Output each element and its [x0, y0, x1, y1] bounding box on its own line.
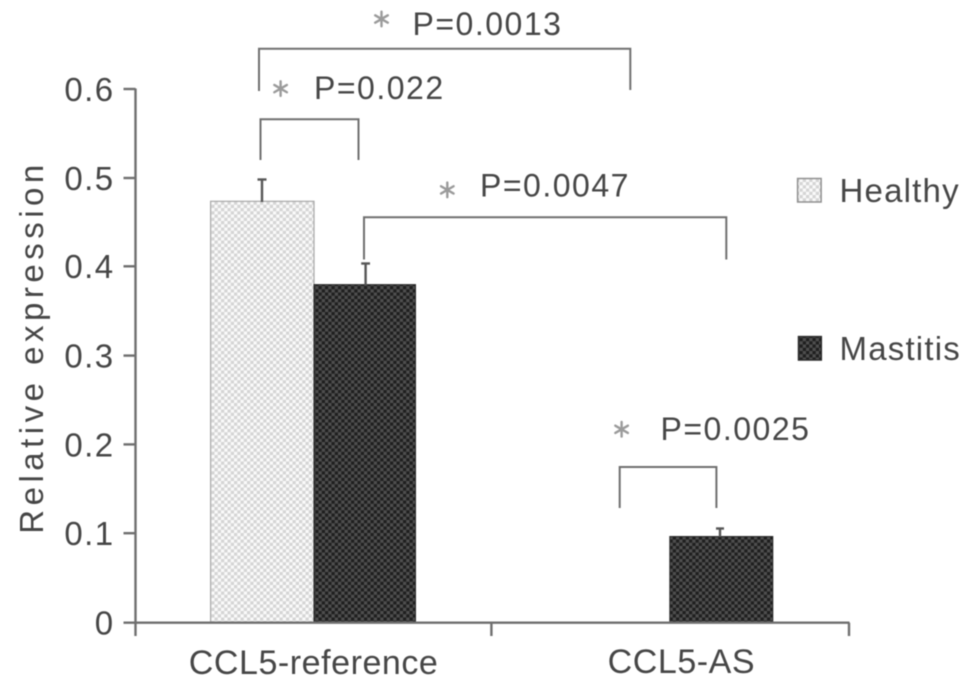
svg-text:Healthy: Healthy	[840, 172, 960, 209]
svg-text:CCL5-reference: CCL5-reference	[189, 644, 439, 682]
svg-text:0.3: 0.3	[64, 338, 114, 375]
svg-text:Relative expression: Relative expression	[13, 160, 50, 533]
svg-text:P=0.0025: P=0.0025	[661, 411, 811, 447]
svg-text:P=0.022: P=0.022	[314, 70, 445, 106]
svg-text:0.6: 0.6	[64, 71, 114, 108]
svg-text:0: 0	[95, 605, 115, 642]
svg-text:Mastitis: Mastitis	[840, 330, 961, 367]
svg-text:0.4: 0.4	[64, 248, 114, 285]
svg-text:CCL5-AS: CCL5-AS	[608, 643, 755, 681]
svg-text:0.1: 0.1	[64, 515, 114, 552]
svg-text:0.2: 0.2	[64, 427, 114, 464]
svg-text:P=0.0013: P=0.0013	[413, 6, 563, 42]
svg-text:0.5: 0.5	[64, 160, 114, 197]
svg-text:P=0.0047: P=0.0047	[480, 168, 630, 204]
